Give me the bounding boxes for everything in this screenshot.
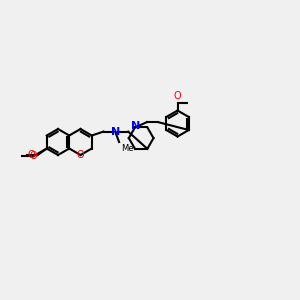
Text: O: O bbox=[29, 151, 37, 161]
Text: O: O bbox=[174, 91, 182, 101]
Text: N: N bbox=[110, 127, 120, 136]
Text: O: O bbox=[27, 150, 34, 160]
Text: Me: Me bbox=[121, 144, 134, 153]
Text: N: N bbox=[131, 122, 141, 131]
Text: O: O bbox=[77, 150, 84, 160]
